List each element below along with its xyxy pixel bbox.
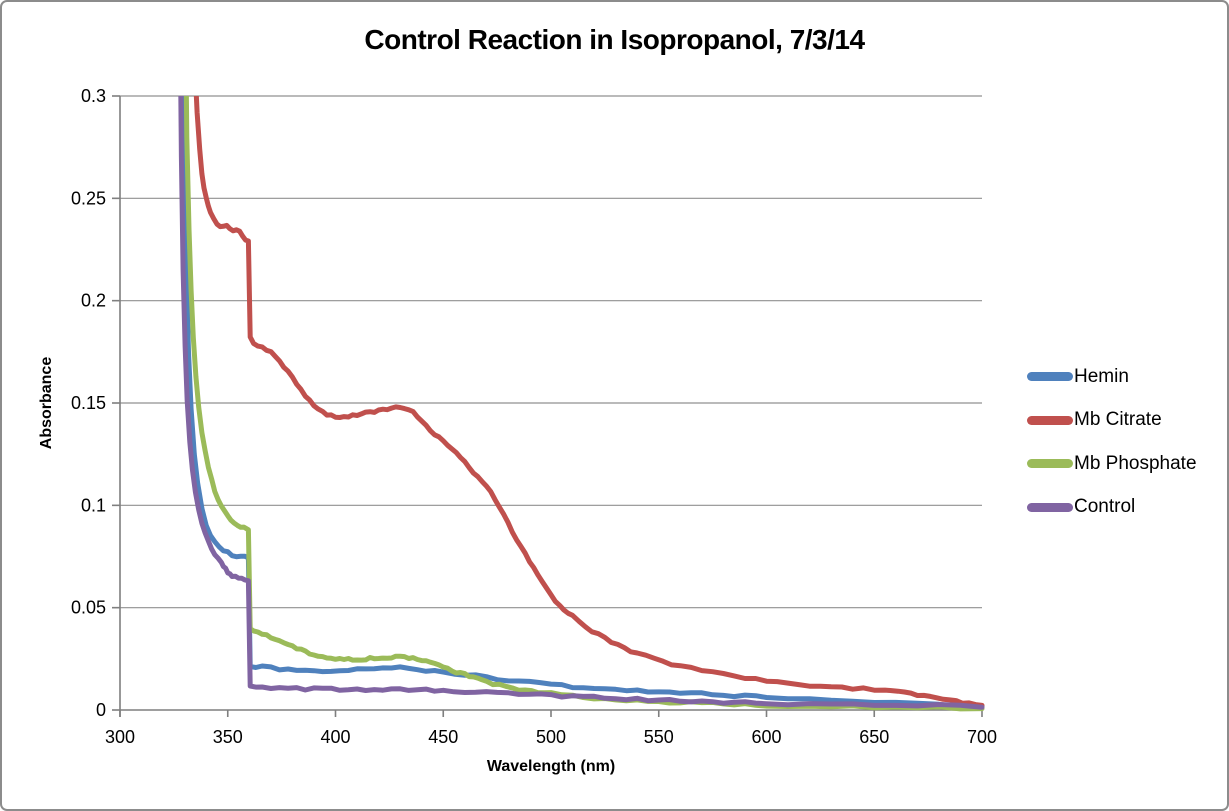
y-axis-title: Absorbance [38,356,55,450]
legend-item-mb-citrate: Mb Citrate [1027,399,1197,443]
x-tick-label: 700 [967,727,997,747]
legend: Hemin Mb Citrate Mb Phosphate Control [1027,355,1197,529]
legend-swatch-control [1027,502,1073,512]
y-tick-label: 0 [96,700,106,720]
x-tick-label: 500 [536,727,566,747]
series-line-control [178,96,985,710]
x-tick-label: 400 [320,727,350,747]
x-tick-label: 350 [213,727,243,747]
chart-title: Control Reaction in Isopropanol, 7/3/14 [364,24,865,55]
x-tick-label: 300 [105,727,135,747]
legend-label: Mb Phosphate [1074,452,1197,474]
legend-swatch-hemin [1027,372,1073,382]
legend-label: Control [1074,496,1136,518]
y-tick-label: 0.2 [81,291,106,311]
legend-item-hemin: Hemin [1027,355,1197,399]
legend-item-control: Control [1027,486,1197,530]
y-tick-label: 0.1 [81,495,106,515]
series-line-hemin [181,96,985,710]
x-tick-label: 450 [428,727,458,747]
series-line-mb-citrate [193,96,985,708]
series-line-mb-phosphate [183,96,985,712]
x-axis-title: Wavelength (nm) [486,758,616,775]
y-tick-label: 0.15 [71,393,106,413]
y-tick-label: 0.3 [81,86,106,106]
legend-label: Hemin [1074,365,1129,387]
x-tick-label: 650 [859,727,889,747]
legend-label: Mb Citrate [1074,409,1162,431]
legend-item-mb-phosphate: Mb Phosphate [1027,442,1197,486]
x-tick-label: 600 [751,727,781,747]
legend-swatch-mb-phosphate [1027,459,1073,469]
y-tick-label: 0.25 [71,188,106,208]
x-tick-label: 550 [644,727,674,747]
y-tick-label: 0.05 [71,598,106,618]
legend-swatch-mb-citrate [1027,415,1073,425]
